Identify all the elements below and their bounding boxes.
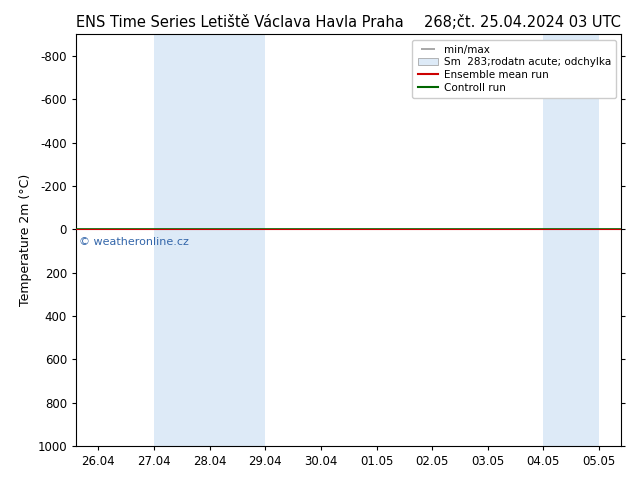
Bar [154,34,265,446]
Text: © weatheronline.cz: © weatheronline.cz [79,237,189,247]
Bar [543,34,599,446]
Text: ENS Time Series Letiště Václava Havla Praha: ENS Time Series Letiště Václava Havla Pr… [76,15,404,30]
Y-axis label: Temperature 2m (°C): Temperature 2m (°C) [19,174,32,306]
Text: 268;čt. 25.04.2024 03 UTC: 268;čt. 25.04.2024 03 UTC [424,15,621,30]
Legend: min/max, Sm  283;rodatn acute; odchylka, Ensemble mean run, Controll run: min/max, Sm 283;rodatn acute; odchylka, … [412,40,616,98]
